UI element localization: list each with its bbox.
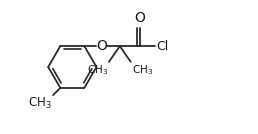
Text: Cl: Cl [156,40,168,53]
Text: CH$_3$: CH$_3$ [87,63,108,77]
Text: CH$_3$: CH$_3$ [132,63,153,77]
Text: O: O [134,11,145,25]
Text: O: O [96,39,107,53]
Text: CH$_3$: CH$_3$ [28,96,52,111]
